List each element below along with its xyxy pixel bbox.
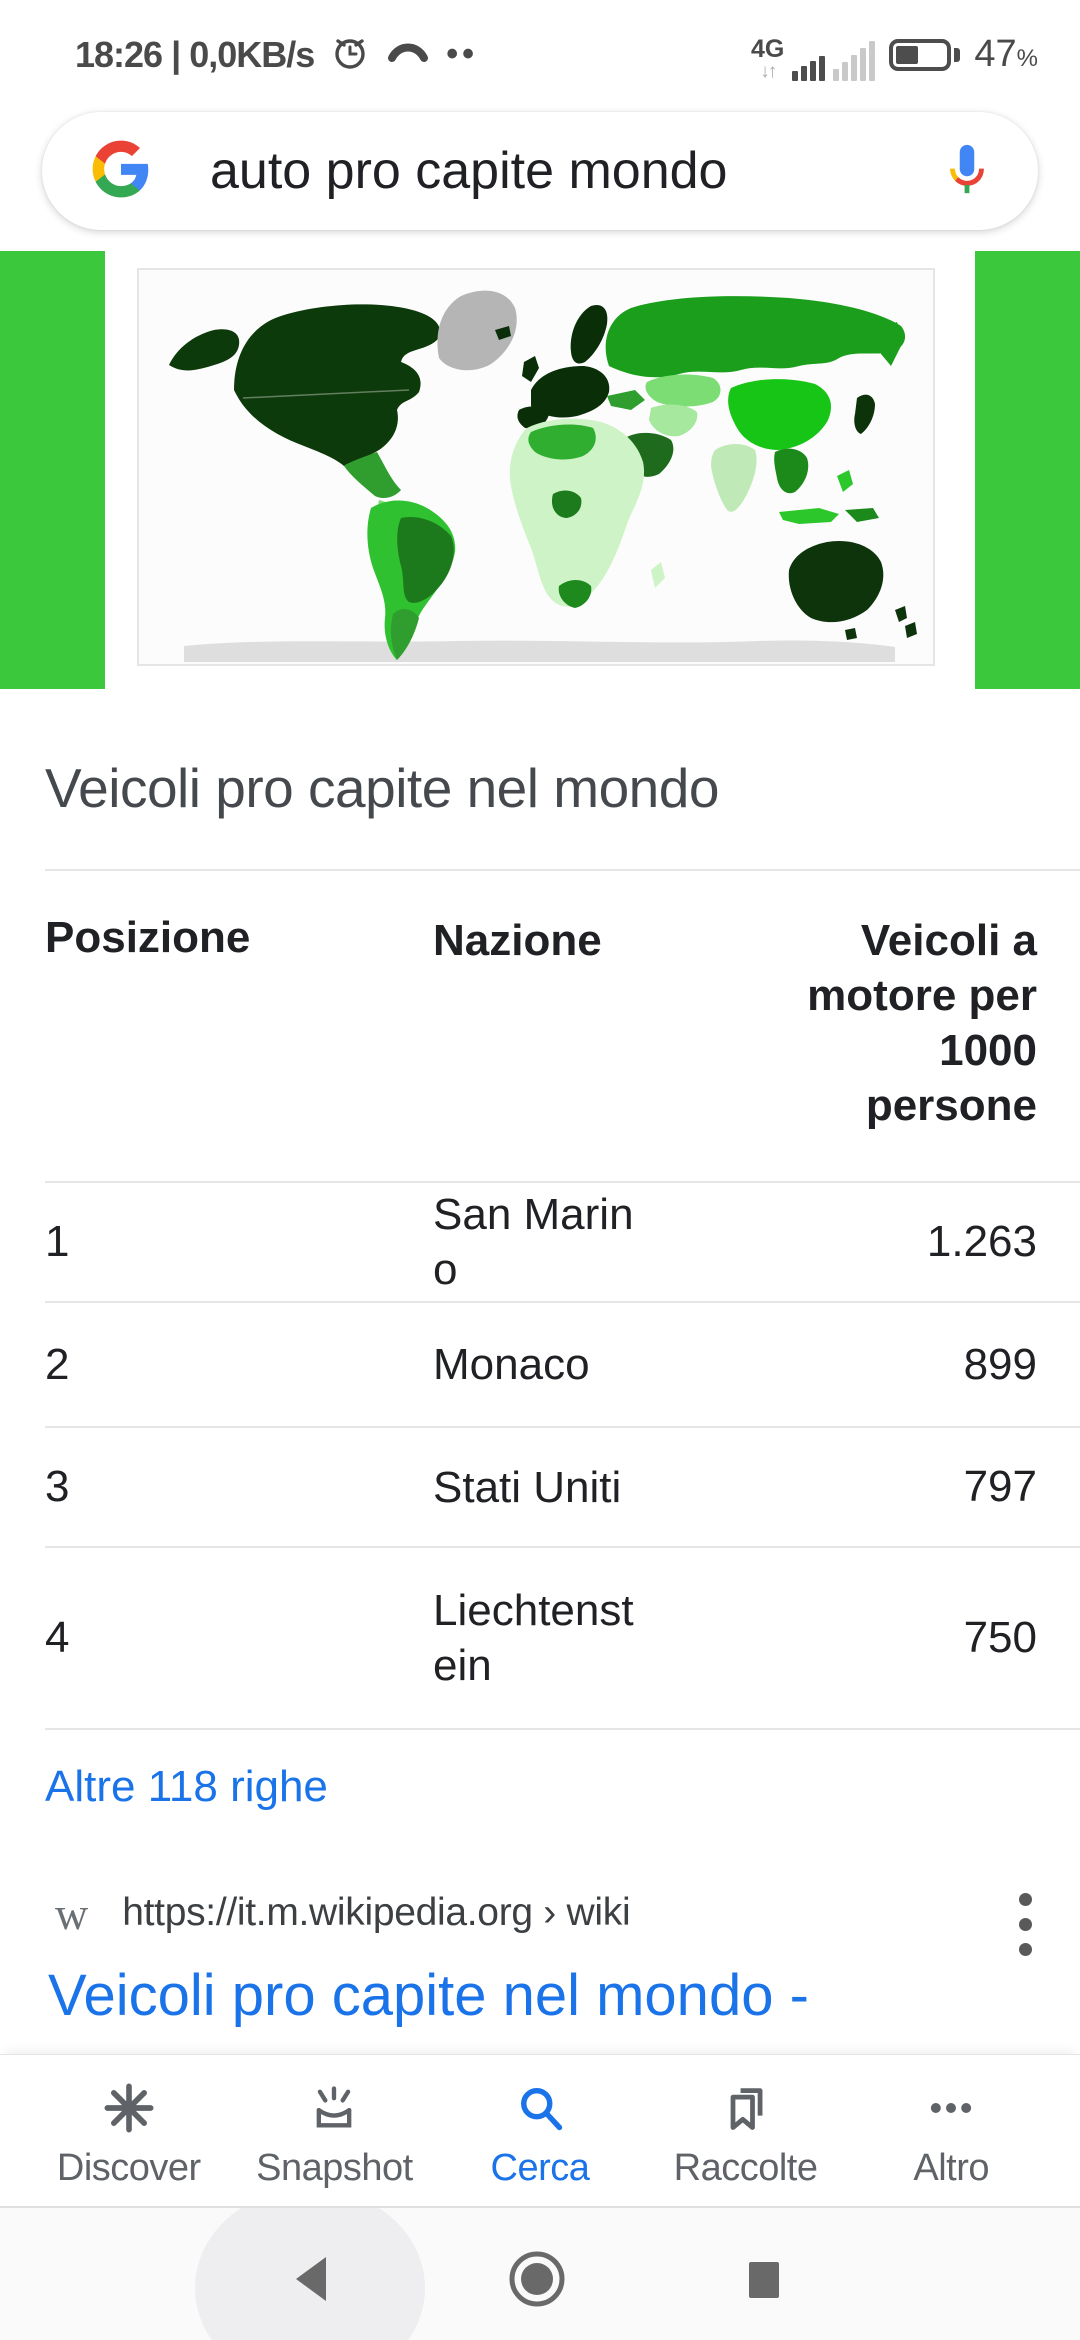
status-time: 18:26 | 0,0KB/s [75,33,315,75]
notification-overflow-dots: •• [446,35,479,73]
sim2-signal-bars-icon [833,40,876,81]
status-bar: 18:26 | 0,0KB/s •• 4G ↓↑ [0,0,1080,95]
bottom-navigation: Discover Snapshot Cerca [0,2054,1080,2206]
search-input[interactable]: auto pro capite mondo [210,142,728,200]
result-source-row[interactable]: w https://it.m.wikipedia.org › wiki [55,1876,960,1950]
answer-title: Veicoli pro capite nel mondo [45,757,719,819]
nav-label: Discover [56,2147,201,2189]
result-title-link[interactable]: Veicoli pro capite nel mondo - [48,1963,809,2028]
google-logo-icon [90,138,152,205]
more-dots-icon [925,2079,977,2137]
result-url: https://it.m.wikipedia.org › wiki [122,1891,631,1934]
cell-position: 4 [45,1613,70,1662]
cell-nation: Monaco [433,1340,590,1389]
microphone-icon[interactable] [938,140,996,203]
data-arrows-icon: ↓↑ [760,60,777,82]
cell-value: 797 [963,1462,1037,1511]
nav-label: Snapshot [256,2147,413,2189]
header-veicoli: Veicoli a motore per 1000 persone [807,916,1037,1130]
world-map-choropleth[interactable] [137,268,935,666]
android-navigation-bar [0,2206,1080,2340]
answer-table: Posizione Nazione Veicoli a motore per 1… [45,871,1080,1730]
result-overflow-menu-icon[interactable] [1019,1893,1032,1956]
status-left-cluster: 18:26 | 0,0KB/s •• [75,32,478,77]
cell-nation: Liechtenstein [433,1586,634,1690]
image-carousel [0,251,1080,689]
snapshot-tray-icon [308,2079,360,2137]
nav-item-altro[interactable]: Altro [848,2079,1054,2206]
alarm-icon [330,32,370,77]
cell-value: 899 [963,1339,1037,1389]
table-row: 4 Liechtenstein 750 [45,1548,1080,1730]
cell-value: 1.263 [926,1217,1037,1266]
cell-value: 750 [963,1613,1037,1662]
wikipedia-logo-icon: w [55,1887,89,1939]
discover-asterisk-icon [103,2079,155,2137]
nav-item-snapshot[interactable]: Snapshot [232,2079,438,2206]
search-magnifier-icon [514,2079,566,2137]
battery-percent: 47% [974,33,1038,75]
status-right-cluster: 4G ↓↑ 47% [751,29,1038,81]
recents-square-icon[interactable] [748,2261,780,2304]
cell-position: 1 [45,1217,70,1266]
nav-item-cerca[interactable]: Cerca [437,2079,643,2206]
cell-position: 2 [45,1339,70,1389]
table-header-row: Posizione Nazione Veicoli a motore per 1… [45,871,1080,1183]
carousel-next-image[interactable] [975,251,1080,689]
network-type-label: 4G [751,34,785,63]
world-map-svg [169,290,917,662]
nav-item-discover[interactable]: Discover [26,2079,232,2206]
table-row: 1 San Marino 1.263 [45,1183,1080,1303]
cell-nation: Stati Uniti [433,1462,622,1512]
table-row: 2 Monaco 899 [45,1303,1080,1428]
more-rows-link[interactable]: Altre 118 righe [45,1762,328,1811]
table-row: 3 Stati Uniti 797 [45,1428,1080,1548]
collections-bookmark-icon [720,2079,772,2137]
divider [45,869,1080,871]
nav-label: Altro [913,2147,989,2189]
cell-nation: San Marino [433,1190,634,1294]
battery-icon [889,38,961,71]
header-posizione: Posizione [45,913,251,962]
nav-item-raccolte[interactable]: Raccolte [643,2079,849,2206]
header-nazione: Nazione [433,916,602,965]
carousel-prev-image[interactable] [0,251,105,689]
cell-position: 3 [45,1462,70,1511]
search-bar[interactable]: auto pro capite mondo [42,112,1038,230]
home-circle-icon[interactable] [508,2250,566,2313]
signal-icon: 4G ↓↑ [751,29,876,82]
nav-label: Cerca [490,2147,590,2189]
nav-label: Raccolte [673,2147,818,2189]
back-triangle-icon[interactable] [294,2257,326,2306]
call-icon [386,38,430,71]
sim1-signal-bars-icon [792,55,826,81]
